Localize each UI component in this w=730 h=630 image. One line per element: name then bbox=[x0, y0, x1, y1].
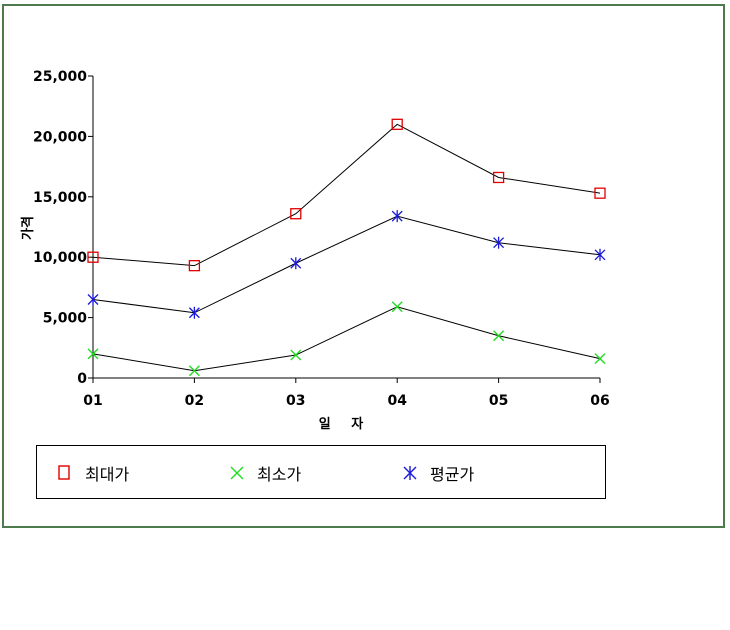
data-point bbox=[594, 248, 606, 261]
legend-label-max: 최대가 bbox=[85, 465, 130, 484]
asterisk-marker-icon bbox=[403, 466, 417, 480]
x-tick-label: 05 bbox=[489, 393, 508, 409]
y-tick-label: 25,000 bbox=[33, 69, 87, 85]
y-axis: 0 5,000 10,000 15,000 20,000 25,000 bbox=[33, 69, 94, 387]
x-tick-label: 04 bbox=[387, 393, 407, 409]
asterisk-marker-stroke bbox=[290, 257, 302, 269]
x-tick-label: 03 bbox=[286, 393, 305, 409]
data-point bbox=[290, 208, 302, 220]
x-marker-stroke bbox=[290, 349, 302, 361]
series-line bbox=[92, 123, 601, 267]
legend-label-avg: 평균가 bbox=[430, 465, 475, 484]
x-marker-stroke bbox=[391, 301, 403, 313]
y-tick-label: 5,000 bbox=[43, 311, 88, 327]
x-marker-stroke bbox=[188, 365, 200, 377]
x-axis: 01 02 03 04 05 06 bbox=[83, 377, 610, 409]
y-tick-label: 10,000 bbox=[33, 250, 87, 266]
x-axis-title: 일 자 bbox=[319, 417, 371, 432]
data-point bbox=[188, 306, 200, 319]
square-marker bbox=[290, 208, 302, 220]
x-tick-label: 01 bbox=[83, 393, 102, 409]
data-point bbox=[594, 187, 606, 199]
asterisk-marker-stroke bbox=[391, 210, 403, 222]
data-point bbox=[290, 257, 302, 270]
data-point bbox=[391, 301, 403, 313]
data-point bbox=[290, 349, 302, 361]
asterisk-marker-stroke bbox=[493, 237, 505, 249]
y-axis-title: 가격 bbox=[21, 216, 36, 240]
x-marker-stroke bbox=[594, 353, 606, 365]
square-marker bbox=[492, 171, 505, 184]
data-point bbox=[492, 171, 505, 184]
data-point bbox=[493, 330, 505, 342]
legend-item-avg: 평균가 bbox=[402, 446, 474, 500]
series-line bbox=[92, 306, 601, 372]
y-tick-label: 15,000 bbox=[33, 190, 87, 206]
x-marker-icon bbox=[230, 466, 244, 480]
data-point bbox=[87, 293, 99, 306]
x-marker-stroke bbox=[87, 348, 99, 360]
data-point bbox=[493, 236, 505, 249]
square-marker-icon bbox=[58, 465, 70, 480]
x-tick-label: 02 bbox=[185, 393, 204, 409]
data-point bbox=[188, 260, 201, 272]
data-point bbox=[391, 210, 403, 223]
y-tick-label: 20,000 bbox=[33, 129, 87, 145]
data-point bbox=[594, 353, 606, 365]
square-marker bbox=[391, 118, 403, 130]
asterisk-marker-stroke bbox=[87, 294, 99, 305]
x-marker-stroke bbox=[493, 330, 505, 342]
legend-item-min: 최소가 bbox=[229, 446, 301, 500]
legend-item-max: 최대가 bbox=[57, 446, 129, 500]
series-layer bbox=[87, 118, 606, 377]
square-marker bbox=[188, 260, 201, 272]
data-point bbox=[87, 348, 99, 360]
series-line bbox=[92, 215, 601, 314]
asterisk-marker-stroke bbox=[594, 249, 606, 261]
square-marker bbox=[594, 187, 606, 199]
legend-label-min: 최소가 bbox=[257, 465, 302, 484]
data-point bbox=[391, 118, 403, 130]
chart-frame bbox=[2, 4, 725, 528]
legend: 최대가 최소가 평균가 bbox=[36, 445, 606, 499]
square-marker bbox=[87, 251, 99, 263]
x-tick-label: 06 bbox=[590, 393, 609, 409]
data-point bbox=[188, 365, 200, 377]
y-tick-label: 0 bbox=[77, 371, 87, 387]
data-point bbox=[87, 251, 99, 263]
asterisk-marker-stroke bbox=[188, 307, 200, 319]
